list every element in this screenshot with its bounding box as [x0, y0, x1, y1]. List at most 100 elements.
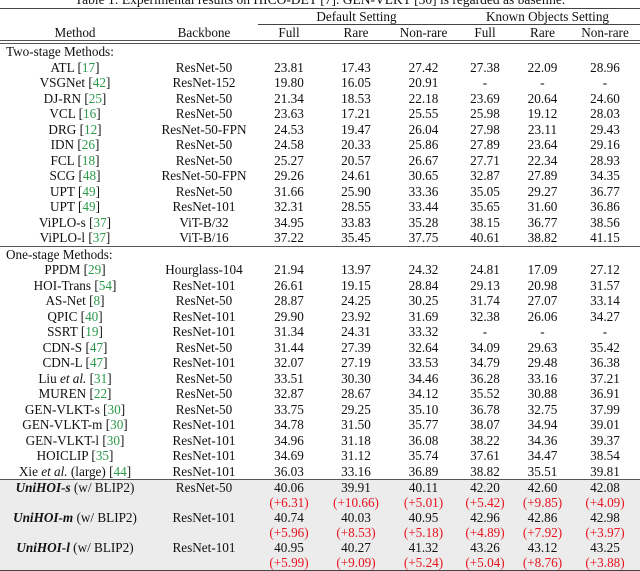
- value-known-rare: -: [540, 75, 545, 90]
- method-name: AS-Net: [45, 293, 86, 308]
- method-name: QPIC: [47, 308, 78, 324]
- value-default-full: 24.53: [274, 121, 304, 137]
- citation-link[interactable]: 16: [83, 106, 97, 121]
- value-known-rare: 23.11: [527, 121, 558, 137]
- value-known-nonrare: -: [602, 75, 608, 90]
- value-known-full: 34.09: [470, 339, 500, 355]
- value-default-full: 19.80: [274, 75, 304, 90]
- value-known-nonrare: 39.01: [590, 417, 620, 432]
- value-default-rare: 25.90: [341, 183, 371, 199]
- citation-link[interactable]: 31: [94, 370, 108, 386]
- method-name: GEN-VLKT-l: [25, 432, 100, 448]
- value-default-rare: 18.53: [341, 90, 371, 106]
- value-known-nonrare: 36.91: [590, 386, 620, 401]
- citation-link[interactable]: 25: [88, 90, 102, 106]
- header-default-setting: Default Setting: [258, 9, 455, 25]
- backbone-cell: ResNet-152: [172, 75, 236, 90]
- citation-link[interactable]: 8: [93, 293, 101, 308]
- citation-link[interactable]: 18: [81, 152, 96, 168]
- section-header-row: Two-stage Methods:: [0, 44, 640, 60]
- citation-link[interactable]: 40: [85, 308, 99, 324]
- method-name: DJ-RN: [43, 90, 82, 106]
- value-known-nonrare: 31.57: [590, 277, 620, 293]
- value-default-full: 40.95: [258, 540, 320, 555]
- ours-row: UniHOI-l (w/ BLIP2) ResNet-101 40.95 40.27 4…: [0, 540, 640, 555]
- value-known-rare: 29.63: [527, 339, 558, 355]
- citation-link[interactable]: 54: [98, 277, 112, 293]
- backbone-cell: ResNet-50: [175, 152, 233, 168]
- value-default-rare: 33.16: [341, 463, 371, 479]
- section-label: One-stage Methods:: [6, 246, 113, 262]
- value-known-nonrare: 27.12: [590, 262, 620, 277]
- method-name: Xie: [18, 463, 38, 479]
- value-default-rare: 23.92: [341, 308, 371, 324]
- table-row: PPDM [29] Hourglass-104 21.94 13.97 24.32 24.…: [0, 262, 640, 278]
- value-known-rare: 38.82: [527, 230, 558, 245]
- value-known-nonrare: 29.43: [590, 121, 620, 137]
- method-name: UniHOI-l: [16, 540, 70, 555]
- citation-link[interactable]: 35: [95, 448, 109, 463]
- section-label: Two-stage Methods:: [6, 44, 114, 59]
- citation-link[interactable]: 30: [107, 401, 121, 417]
- method-name: CDN-L: [42, 355, 83, 370]
- method-name: FCL: [50, 152, 75, 168]
- value-known-full: 40.61: [470, 230, 500, 245]
- value-default-rare: 20.33: [341, 137, 371, 152]
- value-known-nonrare: 28.03: [590, 106, 620, 121]
- value-known-nonrare: 34.35: [590, 168, 620, 183]
- delta-known-rare: (+9.85): [515, 495, 570, 510]
- method-cell: IDN [26]: [50, 137, 100, 152]
- backbone-cell: ResNet-50: [175, 59, 233, 75]
- value-default-nonrare: 24.32: [408, 262, 439, 277]
- citation-link[interactable]: 37: [93, 214, 107, 230]
- value-default-rare: 24.25: [341, 293, 371, 308]
- value-known-rare: 22.34: [527, 152, 558, 168]
- backbone-cell: ResNet-101: [172, 308, 236, 324]
- citation-link[interactable]: 30: [110, 417, 124, 432]
- citation-link[interactable]: 37: [92, 230, 106, 245]
- citation-link[interactable]: 30: [106, 432, 120, 448]
- value-known-full: 35.65: [470, 199, 500, 214]
- value-default-rare: 24.61: [341, 168, 371, 183]
- method-name: SCG: [49, 168, 76, 183]
- citation-link[interactable]: 19: [85, 324, 99, 339]
- value-default-rare: 30.30: [341, 370, 371, 386]
- citation-link[interactable]: 12: [83, 121, 98, 137]
- value-default-full: 34.69: [274, 448, 304, 463]
- value-default-nonrare: 26.04: [408, 121, 439, 137]
- citation-link[interactable]: 49: [82, 183, 96, 199]
- method-cell: CDN-L [47]: [42, 355, 108, 370]
- citation-link[interactable]: 26: [81, 137, 95, 152]
- value-known-rare: -: [540, 324, 545, 339]
- value-default-nonrare: 33.53: [408, 355, 439, 370]
- value-default-nonrare: 40.95: [392, 510, 455, 525]
- value-known-full: 23.69: [470, 90, 500, 106]
- value-known-nonrare: 28.93: [590, 152, 620, 168]
- citation-link[interactable]: 29: [88, 262, 102, 277]
- table-row: ATL [17] ResNet-50 23.81 17.43 27.42 27.38 22.…: [0, 60, 640, 76]
- citation-link[interactable]: 49: [82, 199, 96, 214]
- citation-link[interactable]: 47: [89, 355, 104, 370]
- empty-cell: [150, 555, 258, 571]
- citation-link[interactable]: 42: [92, 75, 106, 90]
- method-name: IDN: [50, 137, 75, 152]
- backbone-cell: ResNet-101: [150, 510, 258, 525]
- method-cell: UPT [49]: [50, 199, 100, 214]
- method-cell: SCG [48]: [49, 168, 101, 183]
- value-default-nonrare: 33.36: [408, 183, 439, 199]
- method-name: VCL: [49, 106, 76, 121]
- citation-link[interactable]: 48: [82, 168, 97, 183]
- value-default-nonrare: 37.75: [408, 230, 439, 245]
- citation-link[interactable]: 47: [89, 339, 104, 355]
- method-suffix: (w/ BLIP2): [73, 480, 135, 495]
- citation-link[interactable]: 17: [81, 59, 96, 75]
- citation-link[interactable]: 44: [113, 463, 127, 479]
- method-cell: UPT [49]: [50, 183, 100, 199]
- ours-delta-row: (+5.99) (+9.09) (+5.24) (+5.04) (+8.76) (+3.8…: [0, 555, 640, 571]
- value-default-full: 28.87: [274, 293, 304, 308]
- value-default-nonrare: 34.46: [408, 370, 439, 386]
- delta-default-nonrare: (+5.24): [392, 555, 455, 571]
- value-known-nonrare: 35.42: [590, 339, 620, 355]
- section-header-row: One-stage Methods:: [0, 247, 640, 263]
- citation-link[interactable]: 22: [93, 386, 108, 401]
